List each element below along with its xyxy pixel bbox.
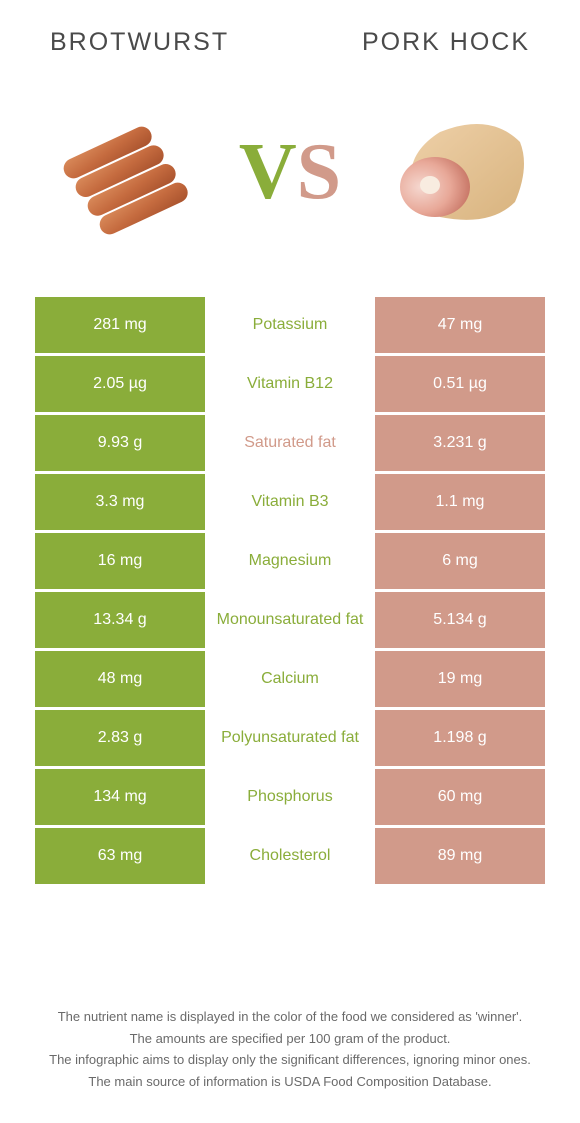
value-right: 1.1 mg [375,474,545,530]
value-right: 6 mg [375,533,545,589]
value-right: 1.198 g [375,710,545,766]
nutrient-row: 9.93 gSaturated fat3.231 g [35,415,545,471]
nutrient-row: 63 mgCholesterol89 mg [35,828,545,884]
nutrient-row: 13.34 gMonounsaturated fat5.134 g [35,592,545,648]
nutrient-row: 281 mgPotassium47 mg [35,297,545,353]
value-right: 89 mg [375,828,545,884]
value-right: 47 mg [375,297,545,353]
footnotes: The nutrient name is displayed in the co… [40,1007,540,1093]
nutrient-label: Potassium [205,297,375,353]
value-left: 2.83 g [35,710,205,766]
header: Brotwurst Pork hock [0,0,580,67]
nutrient-row: 16 mgMagnesium6 mg [35,533,545,589]
nutrient-label: Magnesium [205,533,375,589]
value-left: 2.05 µg [35,356,205,412]
nutrient-label: Monounsaturated fat [205,592,375,648]
value-right: 0.51 µg [375,356,545,412]
hero-row: VS [0,67,580,297]
value-left: 48 mg [35,651,205,707]
title-left: Brotwurst [50,28,229,57]
value-left: 9.93 g [35,415,205,471]
nutrient-label: Polyunsaturated fat [205,710,375,766]
nutrient-row: 134 mgPhosphorus60 mg [35,769,545,825]
value-left: 281 mg [35,297,205,353]
vs-v: V [239,128,297,216]
nutrient-label: Calcium [205,651,375,707]
vs-label: VS [239,127,341,218]
value-left: 13.34 g [35,592,205,648]
nutrient-row: 2.05 µgVitamin B120.51 µg [35,356,545,412]
nutrient-label: Vitamin B12 [205,356,375,412]
value-left: 16 mg [35,533,205,589]
value-right: 3.231 g [375,415,545,471]
nutrient-label: Vitamin B3 [205,474,375,530]
value-right: 19 mg [375,651,545,707]
porkhock-image [380,102,530,242]
nutrient-label: Saturated fat [205,415,375,471]
value-left: 63 mg [35,828,205,884]
footnote-line: The infographic aims to display only the… [40,1050,540,1070]
footnote-line: The nutrient name is displayed in the co… [40,1007,540,1027]
value-right: 60 mg [375,769,545,825]
nutrient-row: 3.3 mgVitamin B31.1 mg [35,474,545,530]
value-left: 134 mg [35,769,205,825]
value-right: 5.134 g [375,592,545,648]
nutrient-label: Phosphorus [205,769,375,825]
nutrient-table: 281 mgPotassium47 mg2.05 µgVitamin B120.… [0,297,580,884]
value-left: 3.3 mg [35,474,205,530]
nutrient-row: 2.83 gPolyunsaturated fat1.198 g [35,710,545,766]
vs-s: S [297,128,342,216]
title-right: Pork hock [362,28,530,57]
nutrient-label: Cholesterol [205,828,375,884]
footnote-line: The amounts are specified per 100 gram o… [40,1029,540,1049]
footnote-line: The main source of information is USDA F… [40,1072,540,1092]
nutrient-row: 48 mgCalcium19 mg [35,651,545,707]
brotwurst-image [50,102,200,242]
